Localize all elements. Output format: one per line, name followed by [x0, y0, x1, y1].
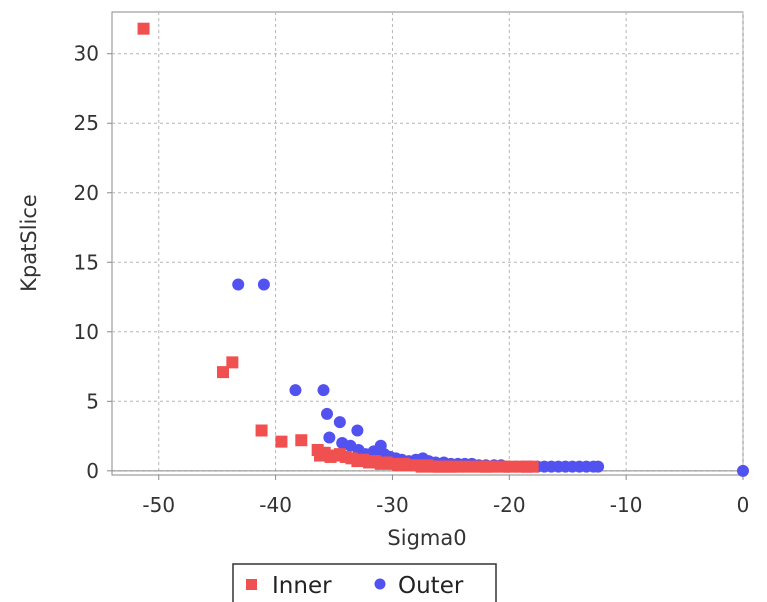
x-tick-label-5: 0 [737, 493, 750, 517]
inner-point-5 [295, 434, 308, 447]
inner-point-31 [450, 460, 463, 473]
legend-box [232, 563, 497, 602]
y-tick-label-2: 10 [74, 320, 99, 344]
x-tick-label-4: -10 [610, 493, 643, 517]
legend-inner-label: Inner [272, 573, 332, 599]
inner-point-1 [217, 366, 230, 379]
legend: Inner Outer [232, 563, 497, 602]
y-tick-label-1: 5 [86, 389, 99, 413]
y-tick-label-6: 30 [74, 42, 99, 66]
outer-point-0 [232, 278, 245, 291]
outer-point-6 [333, 416, 346, 429]
y-tick-label-4: 20 [74, 181, 99, 205]
outer-point-46 [737, 464, 749, 477]
inner-point-4 [275, 435, 288, 448]
outer-point-3 [317, 384, 330, 397]
inner-point-32 [462, 460, 475, 473]
inner-point-37 [503, 460, 516, 473]
y-tick-label-3: 15 [74, 250, 99, 274]
legend-inner-marker [246, 579, 257, 590]
outer-point-45 [592, 460, 605, 473]
inner-point-40 [526, 460, 539, 473]
inner-point-3 [255, 424, 268, 437]
legend-outer-label: Outer [398, 573, 464, 599]
y-tick-label-5: 25 [74, 111, 99, 135]
x-tick-label-1: -40 [259, 493, 292, 517]
inner-point-35 [485, 460, 498, 473]
x-axis-title: Sigma0 [387, 526, 466, 550]
grid-lines [112, 12, 744, 475]
outer-point-2 [289, 384, 302, 397]
x-tick-label-3: -20 [493, 493, 526, 517]
plot-area [111, 11, 744, 476]
outer-point-4 [321, 407, 334, 420]
y-axis-title: KpatSlice [17, 194, 41, 292]
data-marks [137, 22, 749, 477]
legend-outer-marker [374, 578, 386, 590]
outer-point-5 [323, 431, 336, 444]
inner-point-2 [226, 356, 239, 369]
outer-point-1 [257, 278, 270, 291]
x-tick-label-0: -50 [142, 493, 175, 517]
y-tick-label-0: 0 [86, 459, 99, 483]
inner-point-0 [137, 22, 150, 35]
outer-point-9 [351, 424, 364, 437]
x-tick-label-2: -30 [376, 493, 409, 517]
